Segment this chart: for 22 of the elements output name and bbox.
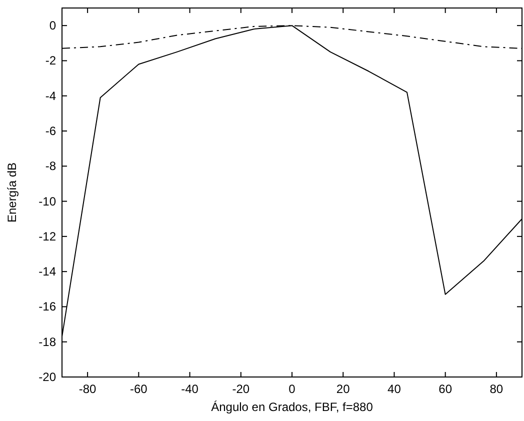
y-tick-label: -16 bbox=[38, 300, 56, 314]
x-tick-label: 0 bbox=[288, 382, 296, 396]
y-tick-label: -20 bbox=[38, 370, 56, 384]
x-tick-label: -60 bbox=[130, 382, 148, 396]
x-tick-label: 40 bbox=[388, 382, 402, 396]
y-tick-label: -6 bbox=[45, 124, 56, 138]
x-tick-label: -40 bbox=[181, 382, 199, 396]
y-tick-label: -18 bbox=[38, 334, 56, 349]
y-tick-label: 0 bbox=[49, 18, 56, 33]
y-tick-label: -2 bbox=[45, 54, 56, 68]
x-tick-label: -80 bbox=[78, 382, 97, 396]
y-axis-title: Energía dB bbox=[5, 162, 19, 223]
y-tick-label: -4 bbox=[45, 88, 56, 103]
x-axis-title: Ángulo en Grados, FBF, f=880 bbox=[211, 400, 374, 414]
y-tick-label: -8 bbox=[45, 159, 56, 174]
x-tick-label: 60 bbox=[438, 382, 452, 396]
y-tick-label: -12 bbox=[38, 229, 56, 244]
x-tick-label: 80 bbox=[490, 382, 504, 396]
x-tick-label: -20 bbox=[232, 382, 250, 396]
x-tick-label: 20 bbox=[336, 382, 350, 396]
y-tick-label: -10 bbox=[38, 194, 56, 208]
y-tick-label: -14 bbox=[38, 264, 56, 279]
